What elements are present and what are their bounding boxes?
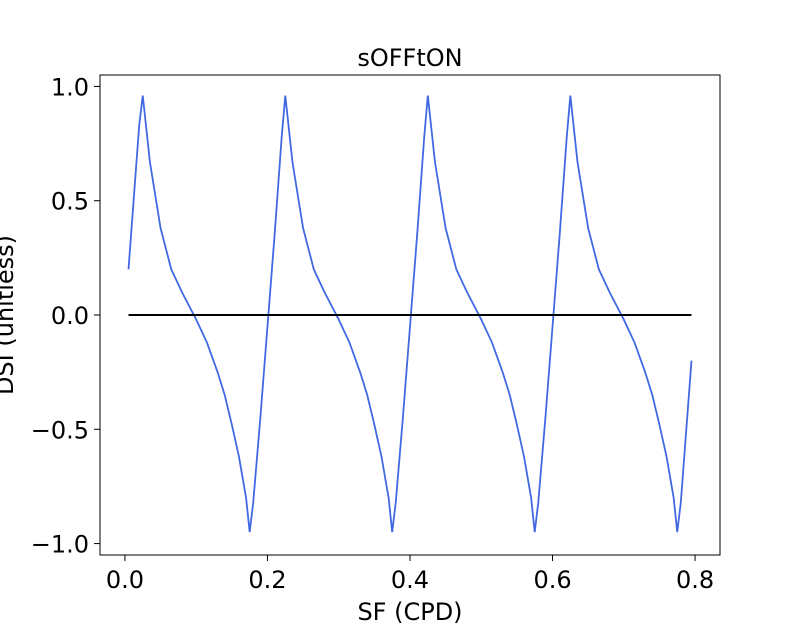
y-axis: −1.0 −0.5 0.0 0.5 1.0 — [31, 73, 100, 559]
x-tick-label: 0.6 — [533, 566, 571, 594]
x-tick-label: 0.0 — [106, 566, 144, 594]
plot-area — [127, 95, 693, 533]
y-axis-label: DSI (unitless) — [0, 235, 19, 395]
x-tick-label: 0.4 — [391, 566, 429, 594]
chart-title: sOFFtON — [357, 44, 462, 72]
y-tick-label: −0.5 — [31, 416, 89, 444]
y-tick-label: 0.0 — [51, 302, 89, 330]
x-tick-label: 0.2 — [248, 566, 286, 594]
x-axis: 0.0 0.2 0.4 0.6 0.8 — [106, 555, 714, 594]
y-tick-label: 0.5 — [51, 188, 89, 216]
series-line-dsi — [127, 95, 693, 533]
x-axis-label: SF (CPD) — [357, 598, 462, 624]
y-tick-label: 1.0 — [51, 73, 89, 101]
y-tick-label: −1.0 — [31, 531, 89, 559]
x-tick-label: 0.8 — [676, 566, 714, 594]
